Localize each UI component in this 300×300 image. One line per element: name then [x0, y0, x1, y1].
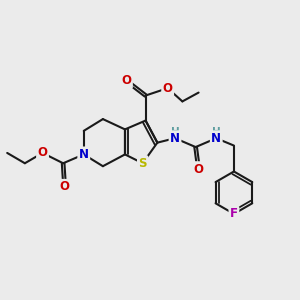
Text: O: O — [122, 74, 131, 87]
Text: O: O — [163, 82, 173, 95]
Text: F: F — [230, 207, 238, 220]
Text: S: S — [138, 157, 147, 170]
Text: N: N — [211, 132, 221, 145]
Text: H: H — [171, 127, 179, 137]
Text: O: O — [60, 180, 70, 193]
Text: N: N — [170, 132, 180, 145]
Text: H: H — [212, 127, 220, 137]
Text: N: N — [79, 148, 89, 161]
Text: O: O — [38, 146, 47, 159]
Text: O: O — [194, 163, 204, 176]
